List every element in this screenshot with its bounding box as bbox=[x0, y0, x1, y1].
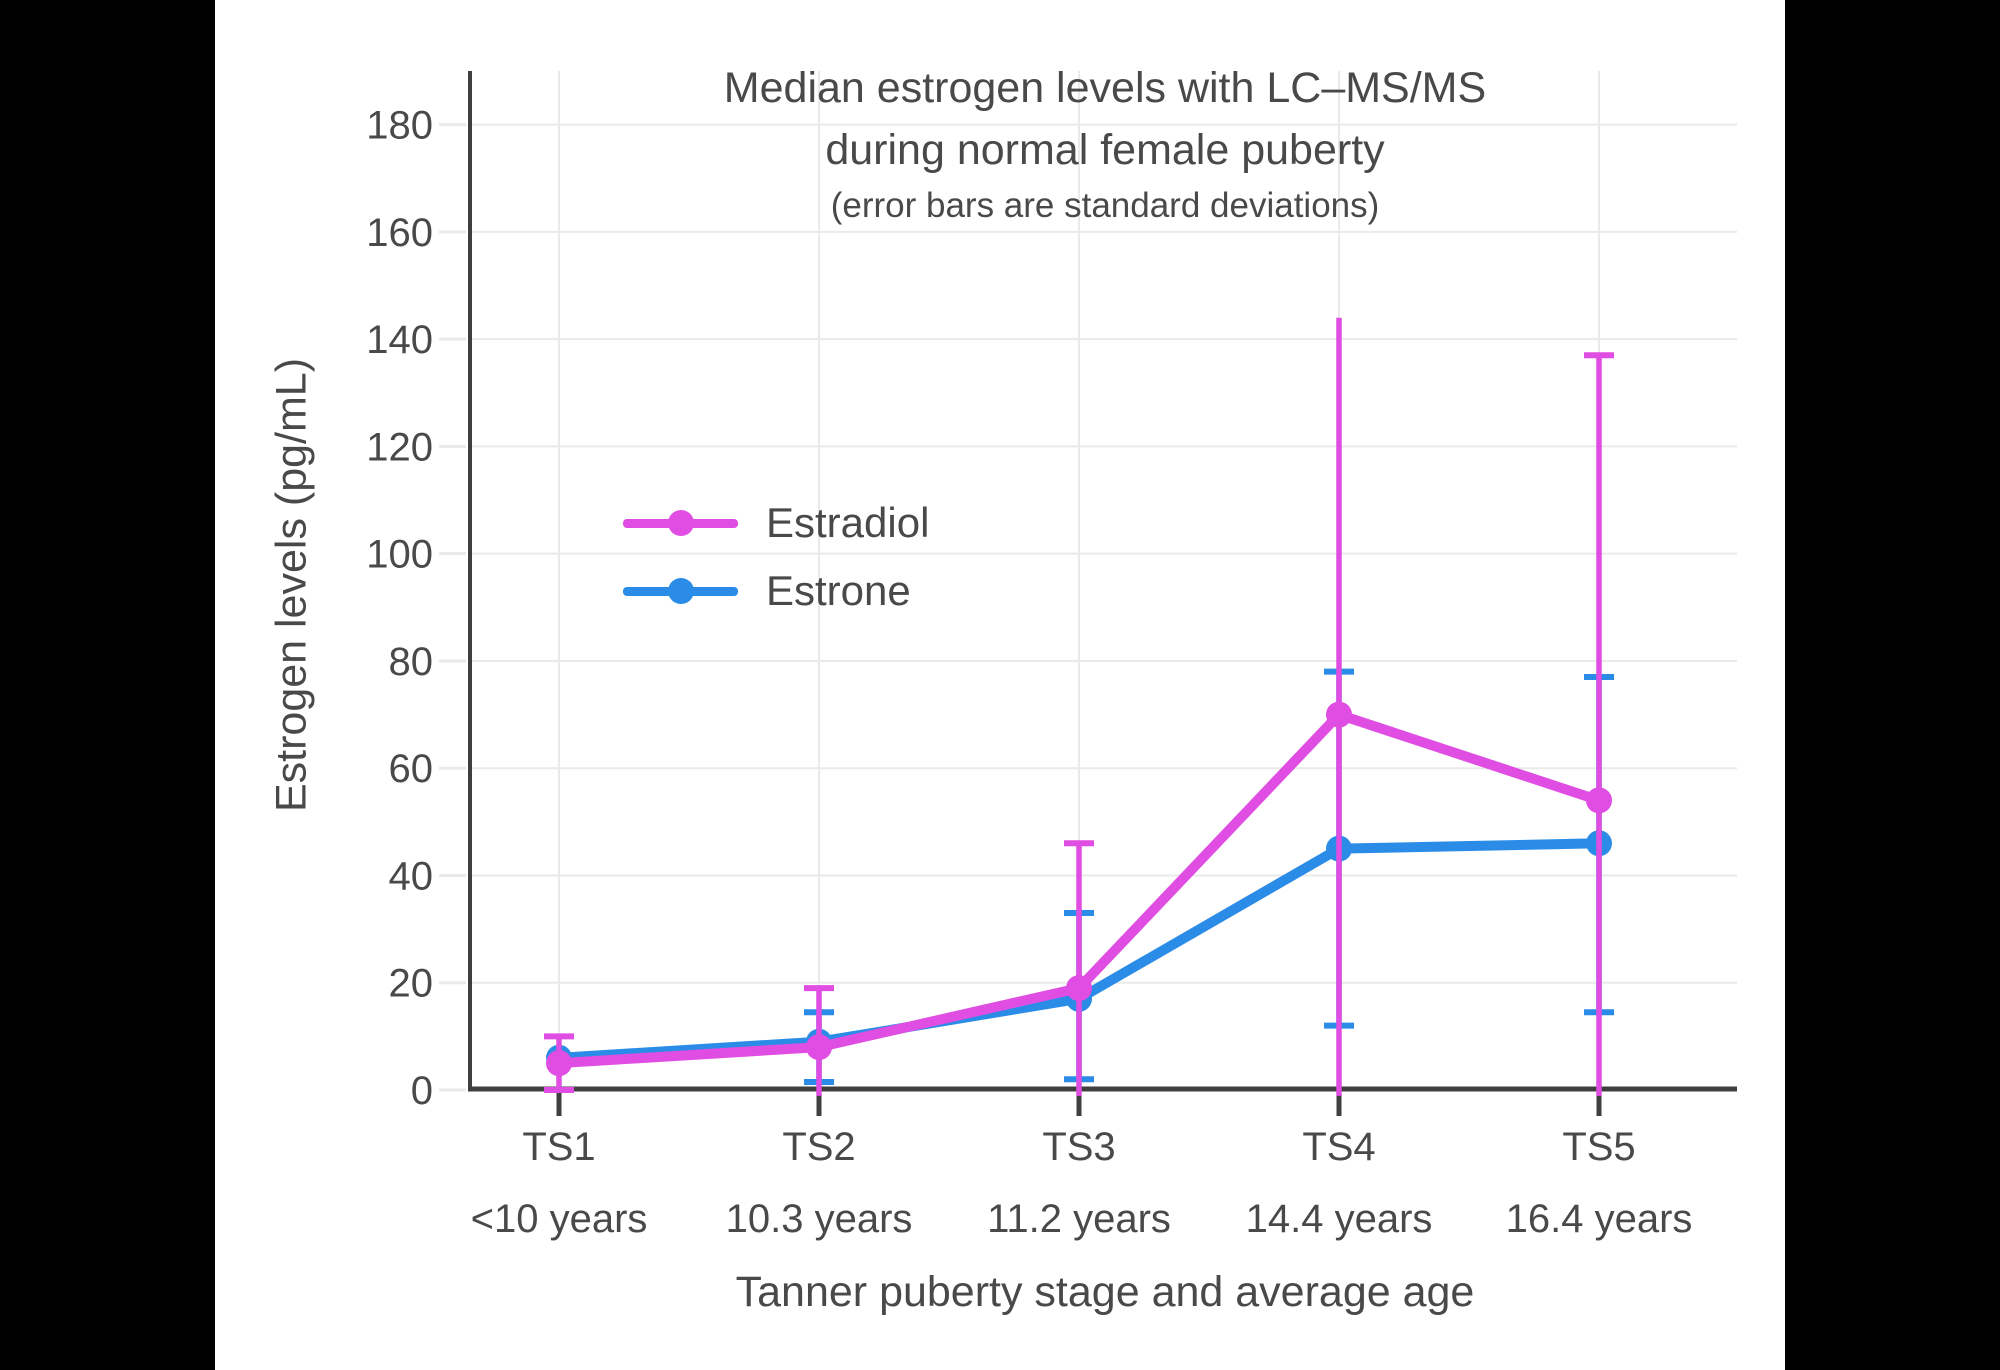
chart-subtitle: (error bars are standard deviations) bbox=[830, 186, 1380, 225]
y-tick-label-20: 20 bbox=[389, 962, 434, 1006]
estradiol-marker-ts2 bbox=[806, 1034, 832, 1061]
x-tick-label-ts1: TS1 bbox=[522, 1125, 595, 1169]
x-age-label-ts3: 11.2 years bbox=[987, 1197, 1171, 1241]
y-tick-label-40: 40 bbox=[389, 854, 434, 898]
legend: Estradiol Estrone bbox=[623, 489, 929, 625]
x-axis-title: Tanner puberty stage and average age bbox=[735, 1268, 1475, 1316]
x-age-label-ts5: 16.4 years bbox=[1506, 1197, 1693, 1241]
y-axis-title: Estrogen levels (pg/mL) bbox=[267, 357, 316, 813]
y-tick-label-80: 80 bbox=[389, 640, 434, 684]
x-age-label-ts2: 10.3 years bbox=[726, 1197, 913, 1241]
y-tick-label-0: 0 bbox=[411, 1069, 433, 1113]
x-tick-label-ts2: TS2 bbox=[782, 1125, 855, 1169]
chart-title-line1: Median estrogen levels with LC–MS/MS bbox=[723, 64, 1487, 112]
y-tick-label-140: 140 bbox=[366, 318, 433, 362]
estradiol-swatch bbox=[623, 510, 738, 536]
y-tick-label-160: 160 bbox=[366, 211, 433, 255]
x-age-label-ts4: 14.4 years bbox=[1246, 1197, 1433, 1241]
estradiol-marker-ts5 bbox=[1586, 787, 1612, 814]
chart-title-block: Median estrogen levels with LC–MS/MS dur… bbox=[470, 57, 1740, 231]
plot-svg: 0 20 40 60 80 100 120 140 160 180 TS1 <10 years TS2 1… bbox=[366, 71, 1737, 1241]
y-tick-label-120: 120 bbox=[366, 425, 433, 469]
legend-label-estradiol: Estradiol bbox=[766, 499, 930, 546]
x-tick-label-ts5: TS5 bbox=[1562, 1125, 1635, 1169]
estradiol-marker-ts4 bbox=[1326, 701, 1352, 728]
y-tick-label-60: 60 bbox=[389, 747, 434, 791]
y-tick-label-180: 180 bbox=[366, 104, 433, 148]
legend-label-estrone: Estrone bbox=[766, 567, 911, 614]
estradiol-marker-ts1 bbox=[546, 1050, 572, 1077]
x-tick-label-ts3: TS3 bbox=[1042, 1125, 1115, 1169]
y-tick-label-100: 100 bbox=[366, 533, 433, 577]
chart-canvas: 0 20 40 60 80 100 120 140 160 180 TS1 <10 years TS2 1… bbox=[215, 0, 1785, 1370]
estradiol-marker-ts3 bbox=[1066, 975, 1092, 1002]
x-tick-label-ts4: TS4 bbox=[1302, 1125, 1375, 1169]
x-age-label-ts1: <10 years bbox=[471, 1197, 648, 1241]
legend-item-estrone[interactable]: Estrone bbox=[623, 557, 929, 625]
estrone-swatch bbox=[623, 578, 738, 604]
legend-item-estradiol[interactable]: Estradiol bbox=[623, 489, 929, 557]
chart-title-line2: during normal female puberty bbox=[825, 126, 1385, 174]
